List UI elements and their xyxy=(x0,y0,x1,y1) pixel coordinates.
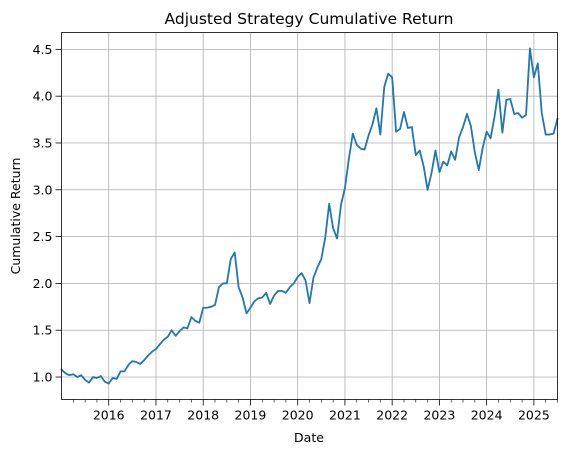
y-axis-label: Cumulative Return xyxy=(8,158,23,275)
y-tick-label: 1.5 xyxy=(33,323,53,338)
x-tick-label: 2025 xyxy=(518,408,550,423)
x-tick-label: 2019 xyxy=(235,408,267,423)
x-tick-label: 2018 xyxy=(187,408,219,423)
y-tick-label: 2.0 xyxy=(33,276,53,291)
x-tick-label: 2020 xyxy=(282,408,314,423)
y-tick-label: 4.0 xyxy=(33,89,53,104)
y-tick-label: 4.5 xyxy=(33,42,53,57)
series-line-0 xyxy=(60,47,559,385)
x-tick-label: 2024 xyxy=(471,408,503,423)
chart-title: Adjusted Strategy Cumulative Return xyxy=(165,10,454,28)
y-tick-label: 3.5 xyxy=(33,135,53,150)
x-tick-label: 2017 xyxy=(140,408,172,423)
axis-ticks: 2016 2017 2018 2019 2020 2021 2022 2023 2024 2025… xyxy=(33,42,558,423)
y-tick-label: 1.0 xyxy=(33,370,53,385)
y-tick-label: 3.0 xyxy=(33,182,53,197)
x-axis-label: Date xyxy=(294,430,324,445)
x-tick-label: 2016 xyxy=(93,408,125,423)
series-layer xyxy=(60,47,559,385)
x-tick-label: 2023 xyxy=(423,408,455,423)
grid-lines xyxy=(61,32,558,400)
x-tick-label: 2022 xyxy=(376,408,408,423)
y-tick-label: 2.5 xyxy=(33,229,53,244)
x-tick-label: 2021 xyxy=(329,408,361,423)
